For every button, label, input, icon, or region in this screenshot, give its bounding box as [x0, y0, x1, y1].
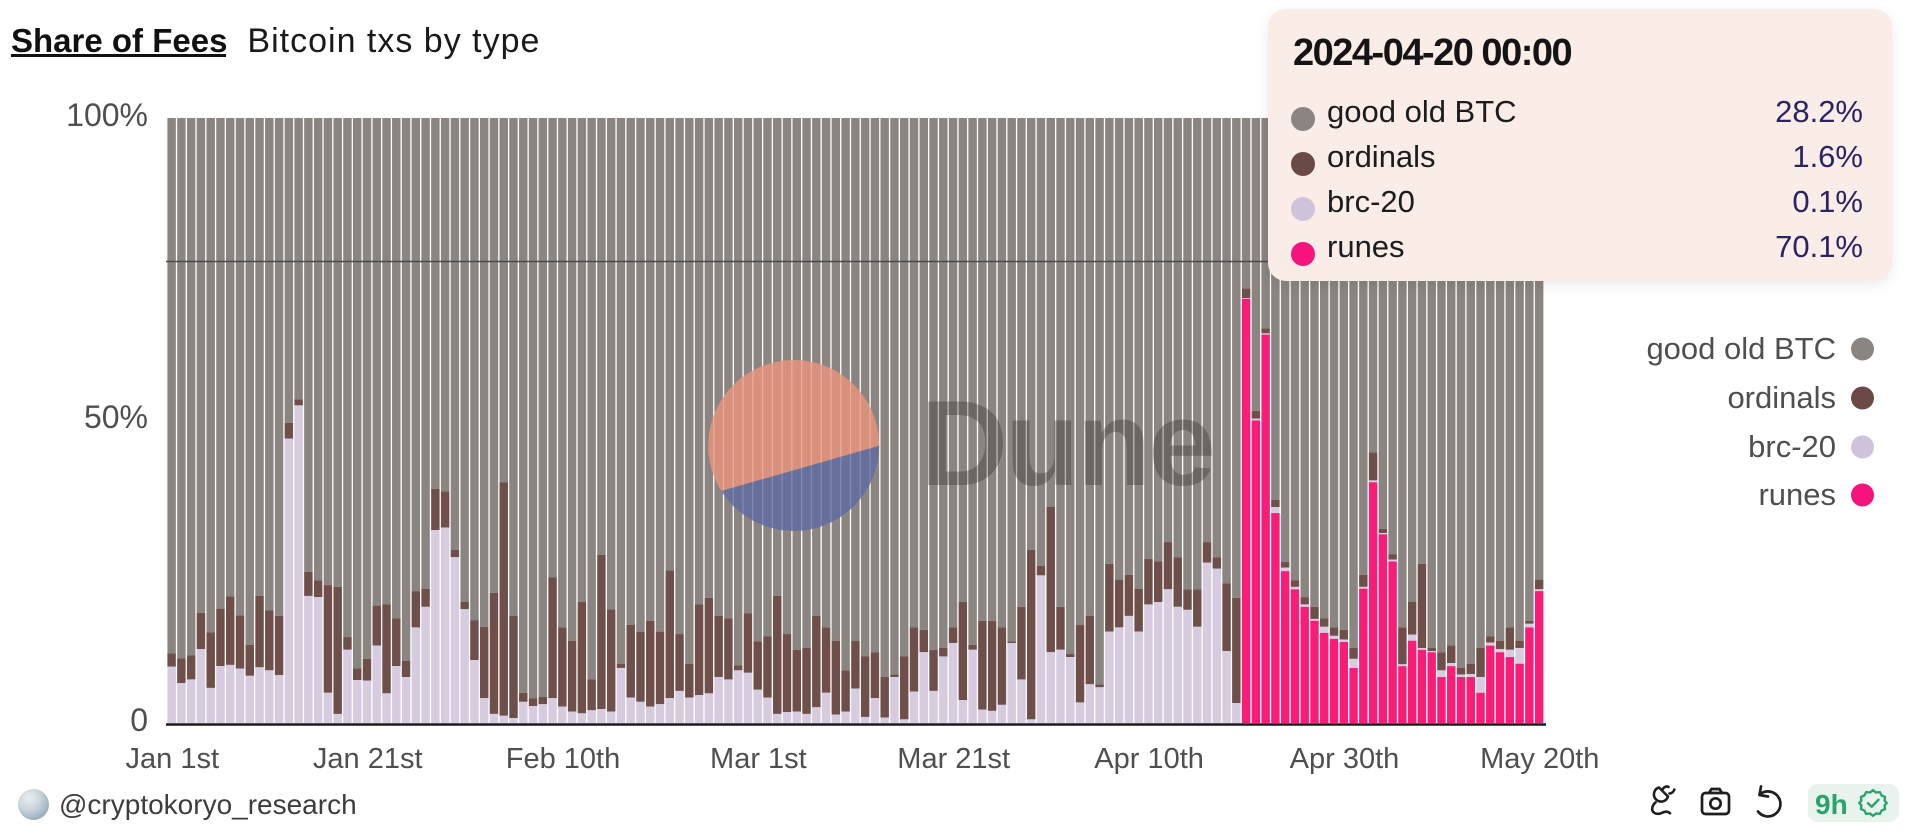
svg-text:100%: 100% — [66, 97, 148, 133]
svg-text:May 20th: May 20th — [1480, 743, 1599, 775]
svg-text:Dune: Dune — [920, 375, 1213, 511]
svg-text:ordinals: ordinals — [1727, 380, 1836, 415]
svg-text:Jan 21st: Jan 21st — [313, 743, 423, 775]
svg-text:Mar 21st: Mar 21st — [897, 743, 1010, 775]
svg-text:0: 0 — [130, 702, 148, 738]
svg-text:Feb 10th: Feb 10th — [506, 743, 620, 775]
svg-text:Apr 30th: Apr 30th — [1290, 743, 1400, 775]
svg-text:good old BTC: good old BTC — [1646, 331, 1836, 366]
svg-text:Jan 1st: Jan 1st — [126, 743, 220, 775]
svg-text:Apr 10th: Apr 10th — [1094, 743, 1204, 775]
svg-text:50%: 50% — [84, 399, 148, 435]
svg-text:Mar 1st: Mar 1st — [710, 743, 807, 775]
svg-text:brc-20: brc-20 — [1748, 429, 1836, 464]
svg-text:runes: runes — [1758, 477, 1836, 512]
